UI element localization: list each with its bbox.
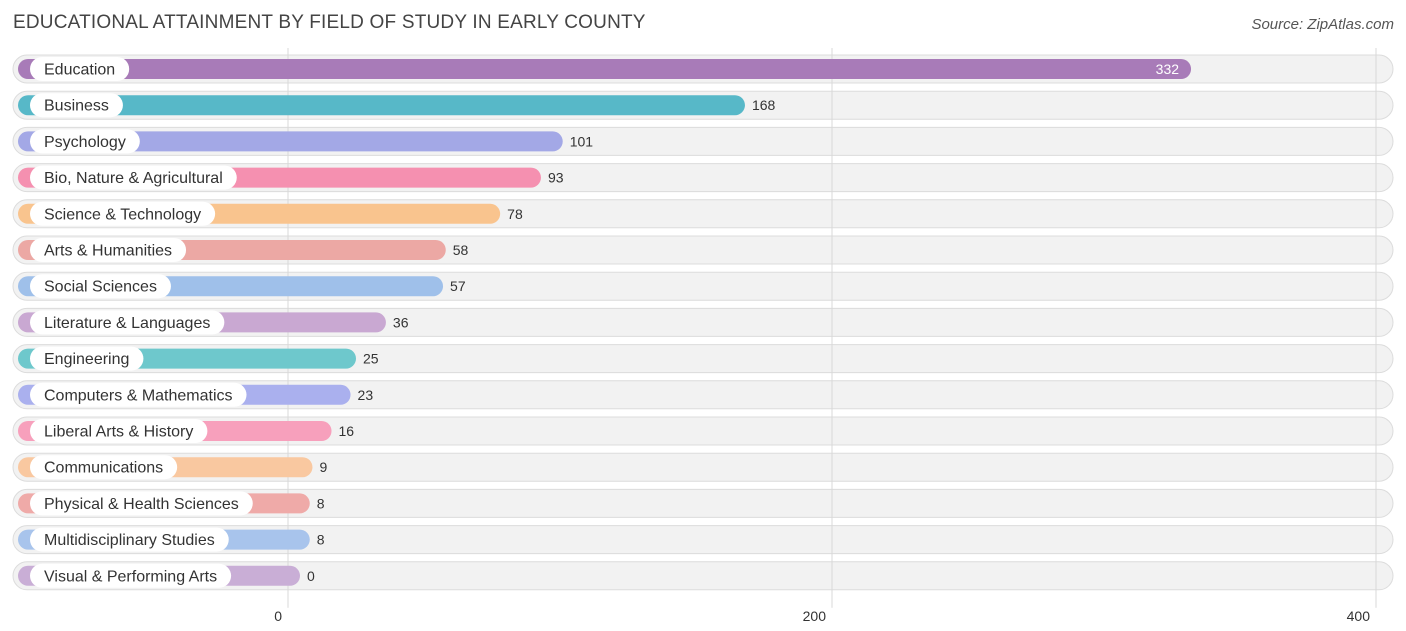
row-background-liberal-arts-and-history: [12, 416, 1394, 446]
x-tick-label-0: 0: [274, 608, 282, 624]
chart-title: EDUCATIONAL ATTAINMENT BY FIELD OF STUDY…: [13, 12, 646, 33]
value-label-psychology: 101: [570, 133, 594, 149]
row-background-engineering: [12, 344, 1394, 374]
category-pill-education: [30, 57, 130, 81]
category-pill-computers-and-mathematics: [30, 382, 247, 407]
category-pill-psychology: [30, 129, 140, 154]
value-label-arts-and-humanities: 58: [453, 242, 469, 258]
value-label-business: 168: [752, 97, 776, 113]
category-pill-literature-and-languages: [30, 310, 225, 335]
category-pill-business: [30, 93, 123, 118]
value-label-communications: 9: [319, 459, 327, 475]
category-pill-bio-nature-and-agricultural: [30, 165, 237, 190]
row-background-computers-and-mathematics: [12, 380, 1394, 410]
category-label-social-sciences: Social Sciences: [44, 279, 157, 296]
value-label-bio-nature-and-agricultural: 93: [548, 170, 564, 186]
category-label-literature-and-languages: Literature & Languages: [44, 315, 210, 332]
category-label-multidisciplinary-studies: Multidisciplinary Studies: [44, 532, 215, 549]
category-label-education: Education: [44, 62, 115, 79]
category-label-engineering: Engineering: [44, 351, 129, 368]
category-label-arts-and-humanities: Arts & Humanities: [44, 243, 172, 260]
category-pill-engineering: [30, 346, 144, 371]
value-label-multidisciplinary-studies: 8: [317, 532, 325, 548]
value-label-engineering: 25: [363, 351, 379, 367]
x-tick-label-200: 200: [803, 608, 827, 624]
category-label-science-and-technology: Science & Technology: [44, 206, 201, 223]
value-label-physical-and-health-sciences: 8: [317, 495, 325, 511]
category-pill-social-sciences: [30, 274, 171, 299]
value-label-social-sciences: 57: [450, 278, 466, 294]
category-label-bio-nature-and-agricultural: Bio, Nature & Agricultural: [44, 170, 223, 187]
x-axis-ticks: 0 200 400: [274, 608, 1370, 624]
category-label-computers-and-mathematics: Computers & Mathematics: [44, 387, 233, 404]
category-label-communications: Communications: [44, 460, 163, 477]
category-label-liberal-arts-and-history: Liberal Arts & History: [44, 424, 193, 441]
value-label-liberal-arts-and-history: 16: [339, 423, 355, 439]
bar-education: [18, 59, 1192, 79]
value-label-education: 332: [1156, 61, 1180, 77]
bar-business: [18, 95, 745, 116]
value-label-literature-and-languages: 36: [393, 314, 409, 330]
category-pill-communications: [30, 455, 178, 480]
category-label-physical-and-health-sciences: Physical & Health Sciences: [44, 496, 239, 513]
category-label-visual-and-performing-arts: Visual & Performing Arts: [44, 568, 217, 585]
row-background-physical-and-health-sciences: [12, 488, 1394, 518]
category-label-psychology: Psychology: [44, 134, 126, 151]
category-pill-arts-and-humanities: [30, 238, 187, 262]
source-credit: Source: ZipAtlas.com: [1251, 16, 1394, 33]
row-background-communications: [12, 452, 1394, 482]
row-background-visual-and-performing-arts: [12, 561, 1394, 591]
value-label-visual-and-performing-arts: 0: [307, 568, 315, 584]
x-tick-label-400: 400: [1347, 608, 1371, 624]
value-label-science-and-technology: 78: [507, 206, 523, 222]
category-pill-physical-and-health-sciences: [30, 491, 253, 516]
value-label-computers-and-mathematics: 23: [358, 387, 374, 403]
category-label-business: Business: [44, 98, 109, 115]
row-background-multidisciplinary-studies: [12, 525, 1394, 555]
category-pill-visual-and-performing-arts: [30, 563, 232, 588]
category-pill-multidisciplinary-studies: [30, 527, 229, 552]
category-pill-science-and-technology: [30, 201, 216, 226]
bar-psychology: [18, 131, 563, 152]
category-pill-liberal-arts-and-history: [30, 419, 208, 443]
